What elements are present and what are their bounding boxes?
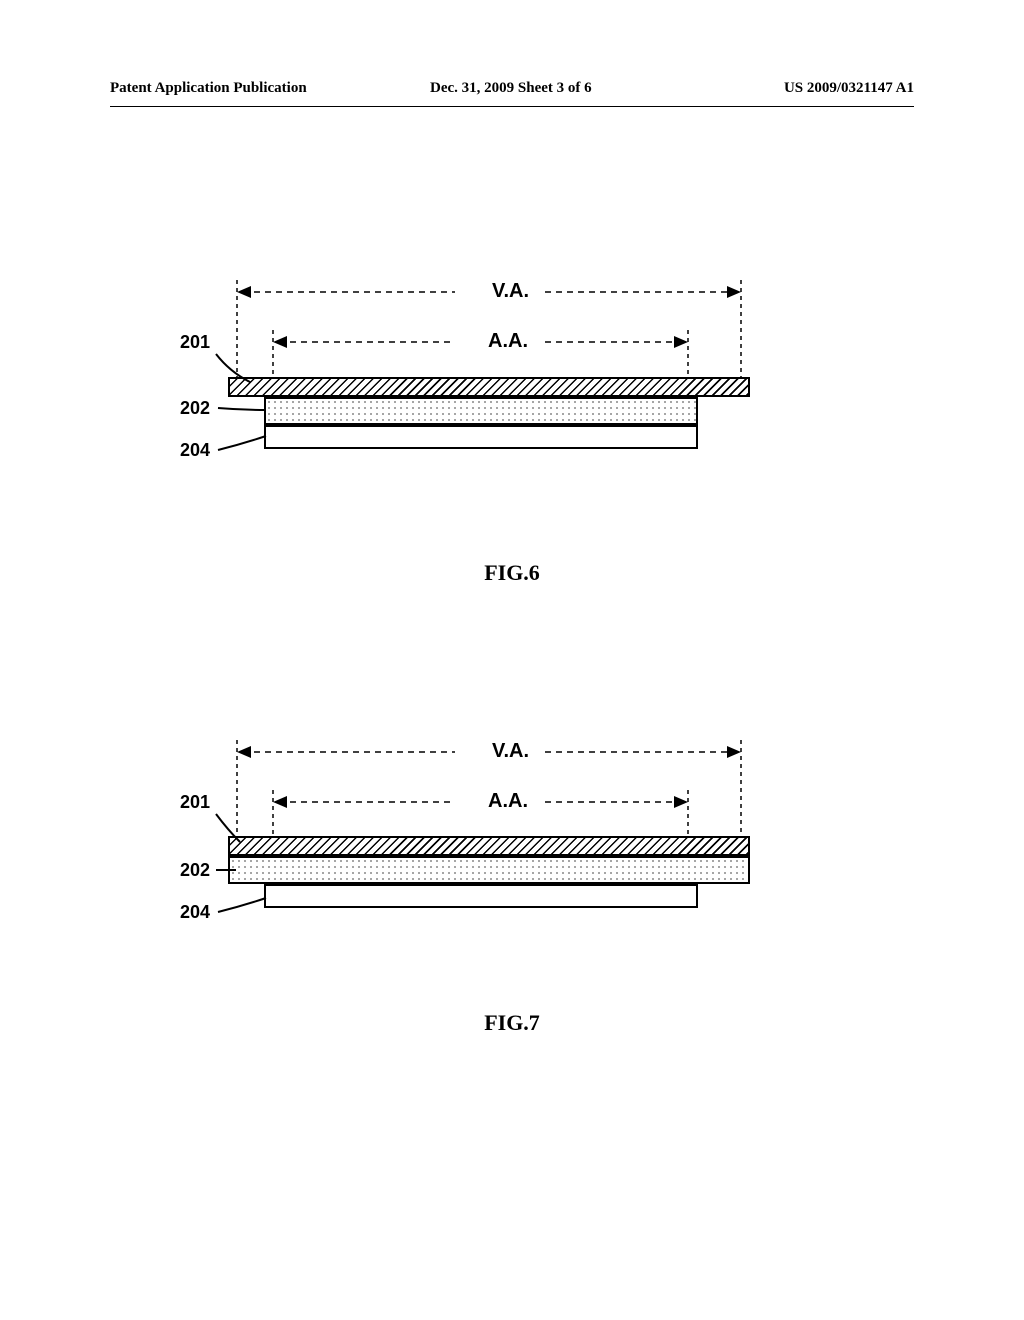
fig7-leader-201 <box>200 812 250 850</box>
fig7-layer-204 <box>264 884 698 908</box>
fig7-ref-201: 201 <box>180 792 210 813</box>
fig6-ref-201: 201 <box>180 332 210 353</box>
fig7-layer-201 <box>228 836 750 856</box>
fig6-leader-201 <box>200 352 260 392</box>
fig7-caption: FIG.7 <box>0 1010 1024 1036</box>
fig7-ref-202: 202 <box>180 860 210 881</box>
fig7-leader-202 <box>212 866 242 884</box>
fig6-leader-202 <box>212 404 272 424</box>
fig6-ref-204: 204 <box>180 440 210 461</box>
header-rule <box>110 106 914 107</box>
fig6-ref-202: 202 <box>180 398 210 419</box>
fig6-va-label: V.A. <box>492 280 529 303</box>
fig6-layer-202 <box>264 397 698 425</box>
fig7-ref-204: 204 <box>180 902 210 923</box>
fig7-va-label: V.A. <box>492 740 529 763</box>
header-publication: Patent Application Publication <box>110 80 307 97</box>
fig7-leader-204 <box>212 894 272 919</box>
fig6-aa-label: A.A. <box>488 330 528 353</box>
fig6-layer-201 <box>228 377 750 397</box>
fig7-layer-202 <box>228 856 750 884</box>
header-patent-number: US 2009/0321147 A1 <box>784 80 914 97</box>
fig7-aa-label: A.A. <box>488 790 528 813</box>
fig6-leader-204 <box>212 432 272 457</box>
fig6-caption: FIG.6 <box>0 560 1024 586</box>
header-date-sheet: Dec. 31, 2009 Sheet 3 of 6 <box>430 80 592 97</box>
fig6-layer-204 <box>264 425 698 449</box>
